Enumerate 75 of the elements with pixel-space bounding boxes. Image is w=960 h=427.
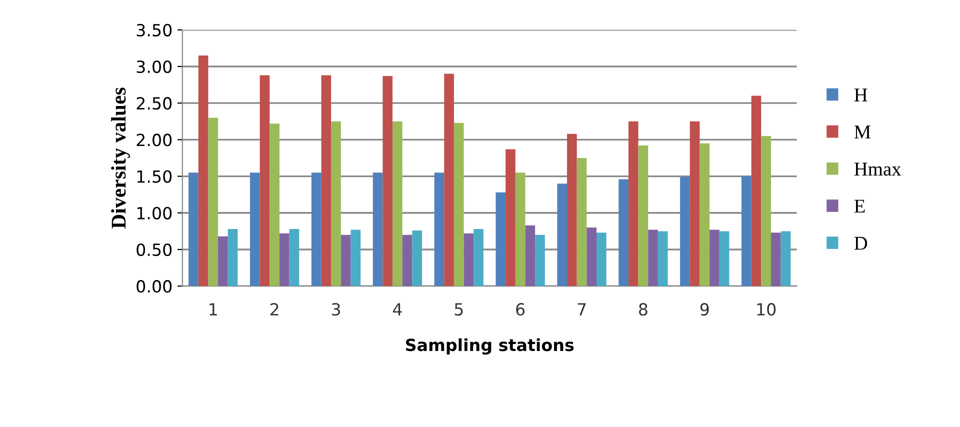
bar [474,228,484,286]
bar [444,74,454,286]
x-tick-label: 5 [454,303,463,316]
bar [434,172,444,286]
x-tick-label: 8 [639,303,648,316]
bar [586,228,597,286]
bar [506,149,516,286]
bar [525,225,536,286]
bar [690,121,700,286]
bar [350,230,361,286]
bar [412,230,422,286]
y-tick-label: 3.00 [136,60,172,74]
bar [557,184,568,286]
y-tick-label: 2.00 [136,134,172,146]
bar [321,75,332,286]
y-tick-label: 1.00 [137,206,172,220]
bar [567,134,577,286]
bar [576,158,587,286]
y-tick-label: 0.00 [136,280,172,293]
bar [331,121,341,286]
bar [188,172,198,286]
x-tick-label: 3 [332,303,340,316]
bar [596,232,606,286]
x-axis-title: Sampling stations [406,338,574,355]
bar [340,234,351,286]
bar [289,228,300,286]
bar [648,230,658,286]
bar [761,136,771,286]
bar [535,234,545,286]
legend-label: Hmax [854,162,902,176]
y-tick-label: 3.50 [136,24,172,36]
bar [198,56,208,286]
bar [700,143,710,286]
bar [208,118,218,286]
legend-label: M [854,126,871,138]
bar [751,96,762,286]
x-tick-label: 1 [210,303,217,316]
legend-label: D [854,236,868,250]
bar [250,172,260,286]
bar [780,231,791,286]
y-tick-label: 0.50 [136,243,172,256]
legend-label: E [854,200,865,213]
x-tick-label: 9 [700,303,709,316]
bar [658,231,668,286]
bar [464,233,474,286]
bar [311,172,322,286]
bar [515,172,526,286]
bar [270,124,280,286]
bar [680,177,690,286]
y-tick-label: 1.50 [137,170,172,183]
x-tick-label: 6 [516,303,525,316]
y-axis-title: Diversity values [111,88,130,229]
bar [382,76,393,286]
bar [742,176,752,286]
bar [218,236,228,286]
bar [454,122,464,286]
bar [228,228,238,286]
x-tick-label: 2 [270,303,278,316]
y-tick-label: 2.50 [136,97,172,110]
bar [770,232,781,286]
bar [719,231,730,286]
x-tick-label: 7 [578,303,586,316]
x-tick-label: 4 [392,303,402,316]
bar [628,121,638,286]
bar [496,192,506,286]
bar [279,233,290,286]
bar [372,172,383,286]
bar [260,75,270,286]
legend-label: H [854,88,868,102]
bar [618,179,628,286]
bar [402,234,412,286]
bar [638,146,648,286]
bar [710,230,720,286]
x-tick-label: 10 [757,303,776,316]
bar [392,121,402,286]
